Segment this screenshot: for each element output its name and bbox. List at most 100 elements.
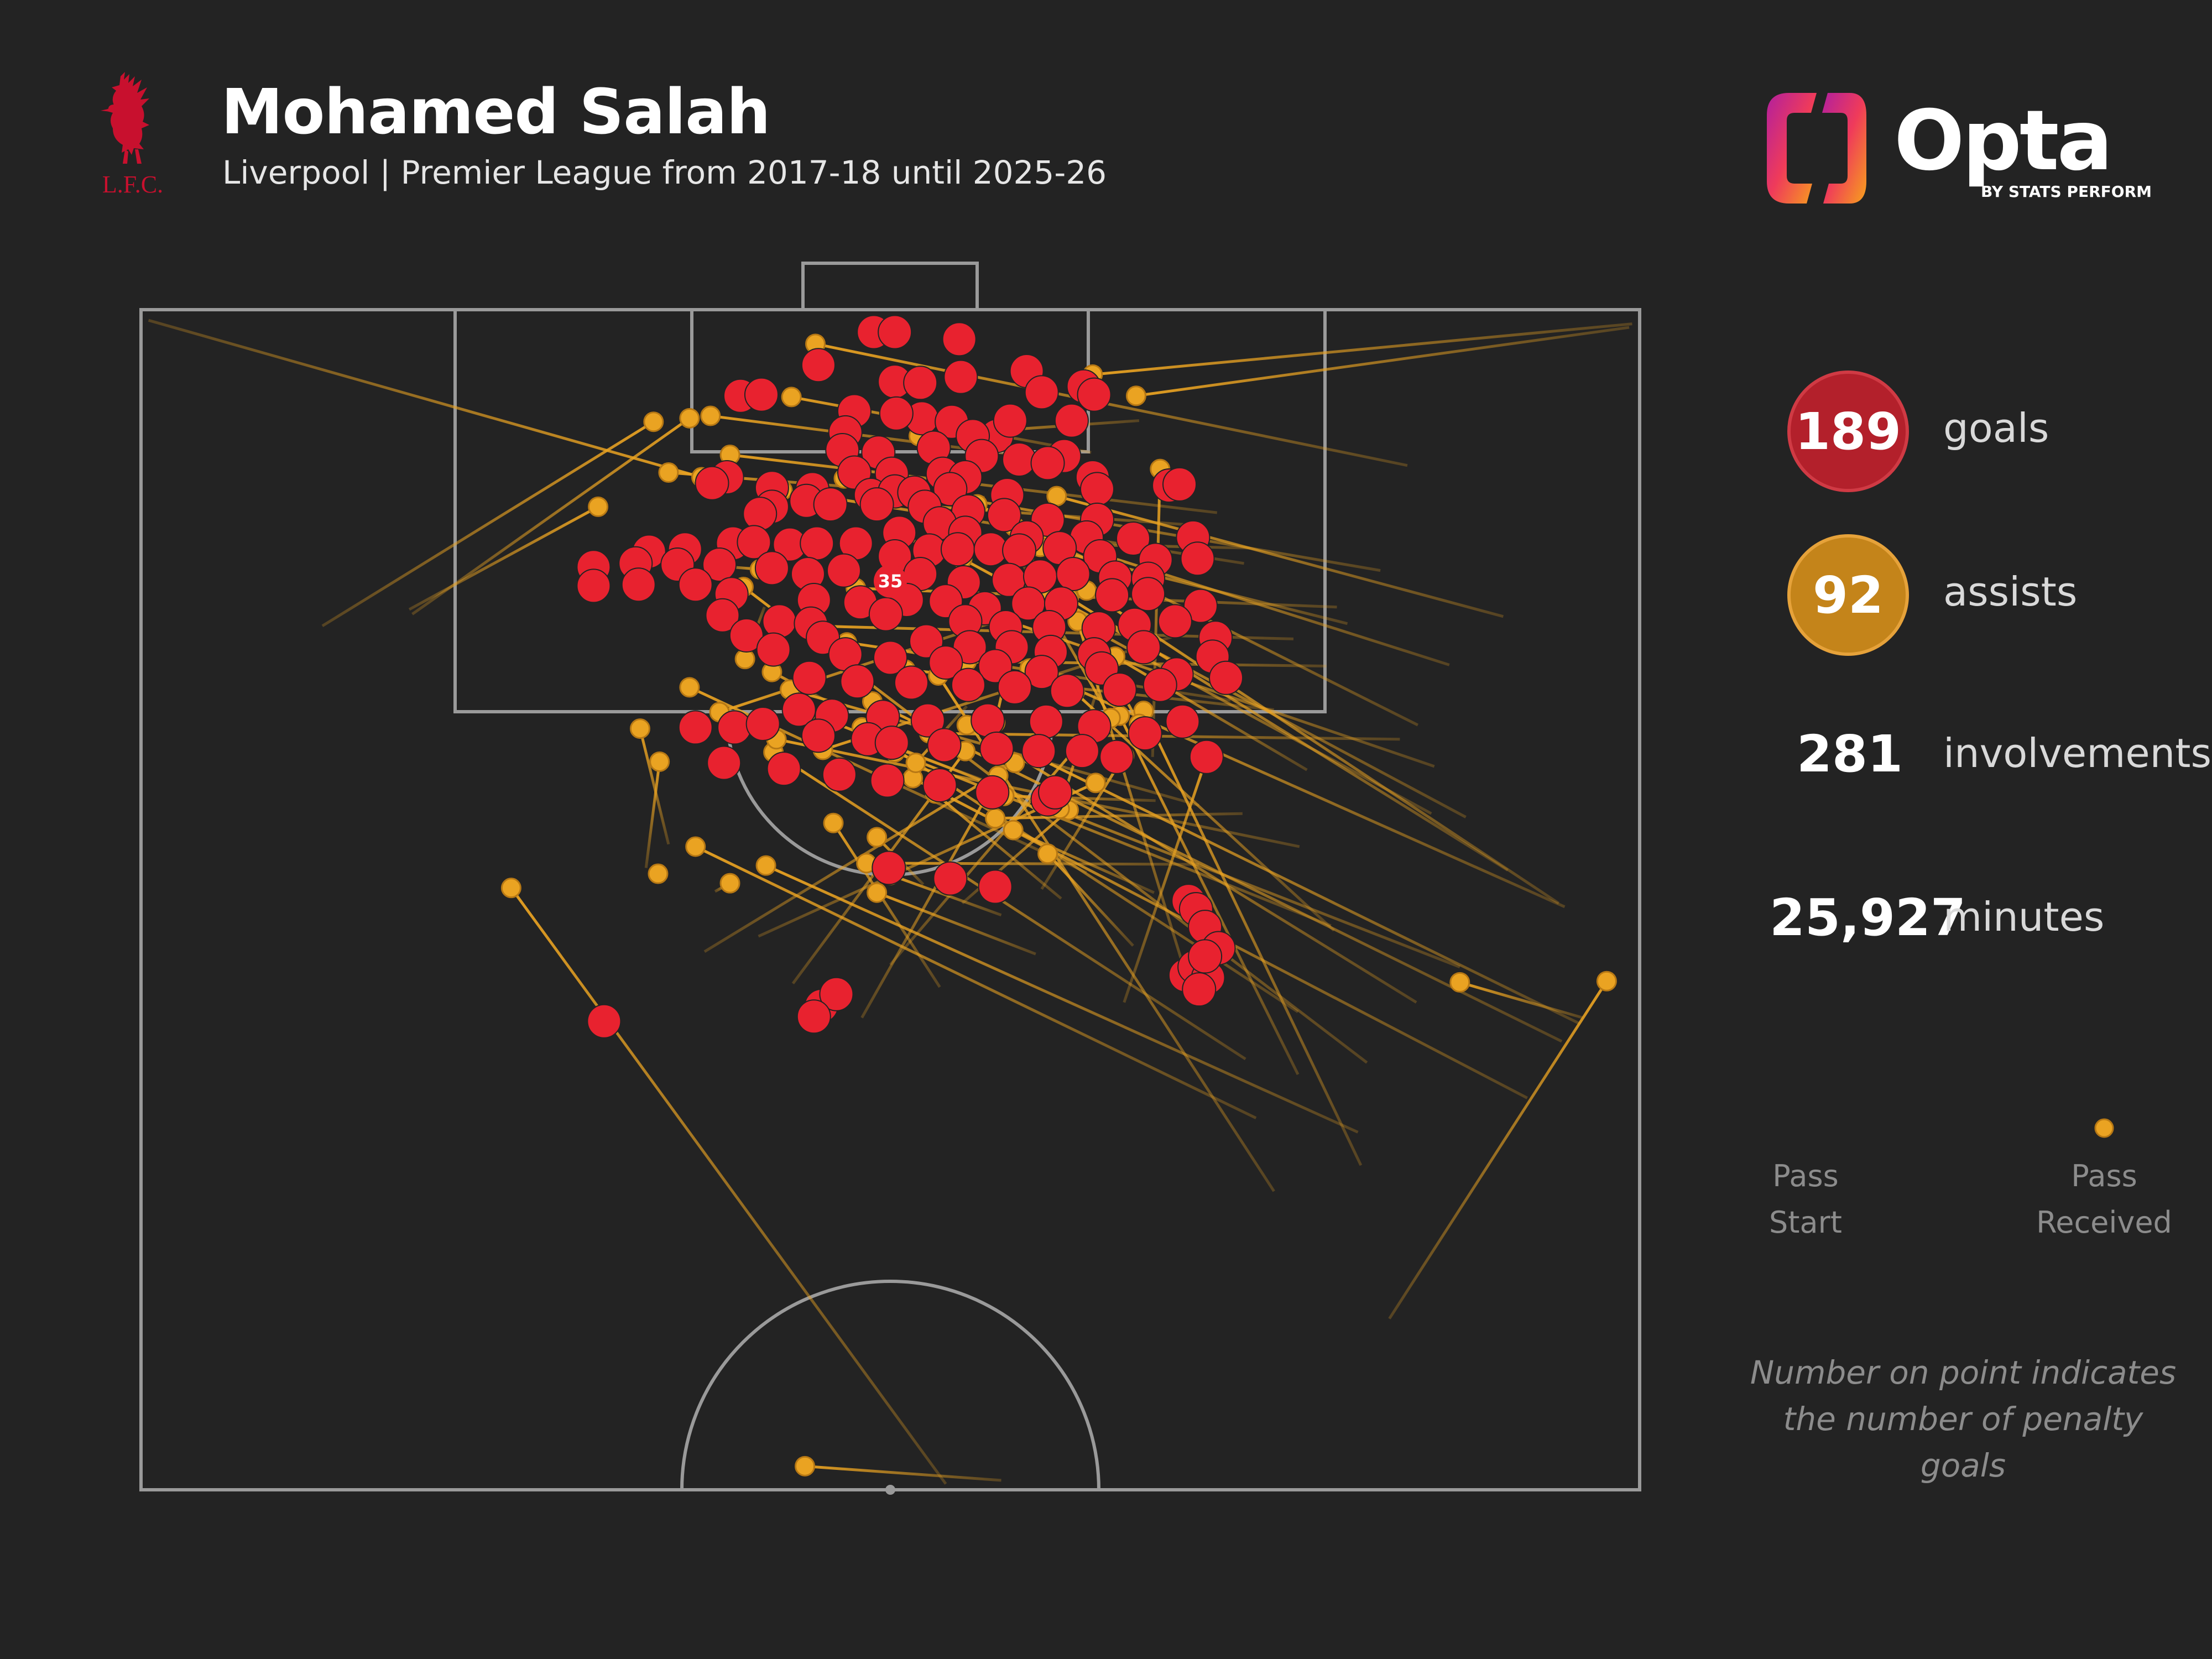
goal-shot-point bbox=[1095, 578, 1130, 613]
assist-received-point bbox=[985, 808, 1006, 829]
assist-received-point bbox=[1085, 773, 1106, 794]
involvements-count: 281 bbox=[1796, 724, 1903, 784]
legend-pass-line bbox=[1806, 1118, 2114, 1138]
involvements-label: involvements bbox=[1943, 730, 2212, 776]
goal-shot-point bbox=[621, 567, 656, 602]
goal-shot-point bbox=[1056, 557, 1091, 592]
assist-received-point bbox=[685, 836, 706, 857]
assist-received-point bbox=[795, 1455, 816, 1477]
goal-shot-point bbox=[1002, 442, 1037, 477]
assist-received-point bbox=[1037, 843, 1058, 864]
goal-shot-point bbox=[1065, 734, 1099, 769]
assist-pass-line bbox=[1086, 589, 1560, 905]
goal-shot-point bbox=[1050, 674, 1084, 708]
goal-shot-point bbox=[745, 707, 780, 742]
goal-shot-point bbox=[922, 768, 957, 803]
goal-shot-point bbox=[822, 757, 857, 792]
goal-shot-point bbox=[796, 999, 831, 1034]
assist-pass-line bbox=[773, 751, 1246, 1061]
goal-shot-point bbox=[1209, 660, 1244, 695]
goal-shot-point bbox=[933, 861, 968, 896]
opta-wordmark: Opta bbox=[1894, 93, 2113, 189]
goal-shot-point bbox=[1024, 375, 1059, 410]
liverbird-crest-logo: L.F.C. bbox=[101, 72, 163, 198]
goal-shot-point bbox=[678, 567, 713, 602]
goal-shot-point bbox=[717, 710, 752, 745]
assist-pass-line bbox=[408, 505, 599, 611]
goal-shot-point bbox=[859, 487, 894, 522]
goal-shot-point bbox=[943, 359, 978, 394]
assist-pass-line bbox=[832, 822, 941, 988]
assist-pass-line bbox=[934, 792, 1062, 900]
assist-pass-line bbox=[876, 891, 1036, 956]
goal-shot-point bbox=[928, 645, 963, 680]
goal-shot-point bbox=[792, 660, 827, 695]
assist-pass-line bbox=[1142, 710, 1363, 1166]
minutes-count: 25,927 bbox=[1770, 888, 1966, 947]
assist-pass-line bbox=[1459, 980, 1583, 1019]
penalty-marker: 35 bbox=[874, 564, 907, 598]
goal-shot-point bbox=[826, 553, 861, 588]
goal-points bbox=[576, 315, 1244, 1039]
goal-shot-point bbox=[781, 692, 816, 727]
assist-pass-line bbox=[1056, 494, 1504, 618]
goal-shot-point bbox=[927, 728, 962, 763]
assist-received-point bbox=[679, 677, 700, 698]
goal-shot-point bbox=[756, 632, 791, 667]
assist-received-point bbox=[658, 462, 679, 483]
goal-shot-point bbox=[1079, 472, 1114, 507]
goal-shot-point bbox=[1189, 739, 1224, 774]
penalty-note: Number on point indicates the number of … bbox=[1750, 1354, 2177, 1484]
legend-pass-received: Pass Received bbox=[2036, 1159, 2172, 1240]
goal-shot-point bbox=[707, 745, 742, 780]
goal-shot-point bbox=[743, 497, 778, 531]
goal-shot-point bbox=[879, 396, 914, 431]
goal-shot-point bbox=[1030, 446, 1065, 481]
goal-shot-point bbox=[1029, 704, 1063, 739]
goal-shot-point bbox=[702, 547, 737, 582]
assist-received-point bbox=[781, 387, 802, 408]
assist-pass-line bbox=[1073, 691, 1335, 932]
assist-pass-line bbox=[889, 727, 1094, 966]
goal-shot-point bbox=[993, 403, 1027, 438]
goal-shot-point bbox=[800, 526, 834, 561]
goal-shot-point bbox=[576, 568, 611, 603]
assist-pass-line bbox=[1118, 714, 1300, 1075]
assist-pass-line bbox=[894, 750, 1332, 927]
stat-assists: 92 assists bbox=[1770, 534, 2212, 667]
goal-shot-point bbox=[910, 703, 945, 738]
goal-shot-point bbox=[754, 551, 789, 586]
goal-shot-point bbox=[1126, 630, 1161, 665]
goals-count: 189 bbox=[1787, 371, 1909, 492]
goal-shot-point bbox=[1077, 377, 1112, 412]
centre-circle-arc bbox=[680, 1280, 1100, 1490]
player-name-title: Mohamed Salah bbox=[221, 76, 770, 148]
assist-pass-line bbox=[1046, 853, 1134, 947]
assist-pass-line bbox=[805, 1464, 1001, 1482]
goal-shot-point bbox=[587, 1004, 622, 1039]
goal-shot-point bbox=[1038, 775, 1073, 810]
assist-pass-line bbox=[695, 845, 1257, 1120]
goal-shot-point bbox=[1182, 972, 1217, 1007]
goal-shot-point bbox=[1180, 541, 1215, 576]
goal-shot-point bbox=[1099, 739, 1134, 774]
goal-shot-point bbox=[870, 763, 905, 798]
assist-received-point bbox=[1449, 972, 1470, 993]
assist-pass-line bbox=[860, 775, 1000, 1019]
assist-received-point bbox=[719, 873, 740, 894]
goal-shot-point bbox=[737, 525, 771, 560]
assist-received-point bbox=[1003, 820, 1024, 841]
stat-involvements: 281 involvements bbox=[1770, 724, 2212, 857]
assist-received-point bbox=[643, 411, 664, 432]
stat-goals: 189 goals bbox=[1770, 371, 2212, 503]
opta-logo: Opta BY STATS PERFORM bbox=[1767, 88, 2152, 216]
goal-shot-point bbox=[766, 752, 801, 786]
assist-received-point bbox=[905, 752, 926, 773]
assist-pass-line bbox=[1123, 753, 1209, 1003]
assist-pass-line bbox=[929, 732, 1400, 741]
assists-count: 92 bbox=[1787, 534, 1909, 656]
assist-pass-line bbox=[510, 887, 947, 1485]
goal-shot-point bbox=[729, 618, 764, 653]
assist-pass-line bbox=[1004, 794, 1156, 802]
assist-received-point bbox=[500, 878, 521, 899]
